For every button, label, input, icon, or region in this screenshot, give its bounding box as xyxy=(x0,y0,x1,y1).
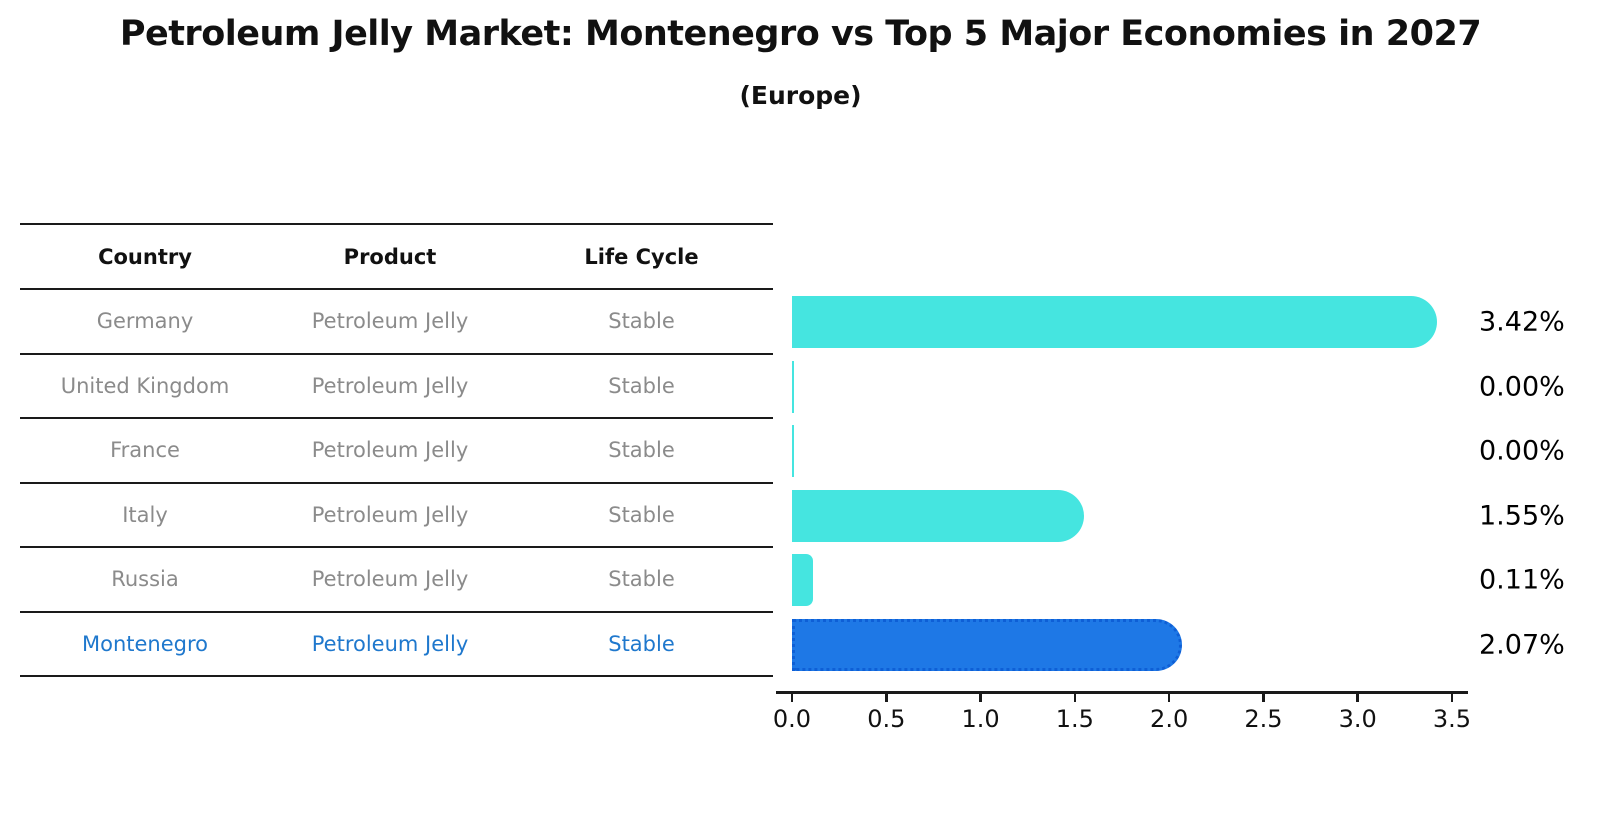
bar-france xyxy=(792,425,794,478)
value-label-united-kingdom: 0.00% xyxy=(1479,371,1565,403)
country-cell: Germany xyxy=(96,309,194,334)
x-axis-tick xyxy=(1450,693,1454,702)
product-cell: Petroleum Jelly xyxy=(311,502,469,527)
x-axis-tick-label: 2.5 xyxy=(1244,705,1283,733)
column-header-product: Product xyxy=(343,244,437,269)
country-cell: Russia xyxy=(111,567,179,592)
table-row-montenegro: Montenegro Petroleum Jelly Stable xyxy=(20,613,773,677)
bar-russia xyxy=(792,554,813,607)
bar-italy xyxy=(792,489,1085,542)
table-row-france: France Petroleum Jelly Stable xyxy=(20,419,773,484)
x-axis-tick-label: 3.0 xyxy=(1338,705,1377,733)
column-header-country: Country xyxy=(98,244,192,269)
x-axis-tick xyxy=(790,693,794,702)
life-cycle-cell: Stable xyxy=(608,567,675,592)
x-axis-tick-label: 0.5 xyxy=(867,705,906,733)
bar-plot-area xyxy=(792,290,1492,678)
x-axis-tick-label: 3.5 xyxy=(1432,705,1472,733)
x-axis-tick xyxy=(885,693,888,702)
bar-united-kingdom xyxy=(792,360,794,413)
value-label-russia: 0.11% xyxy=(1479,564,1565,596)
country-cell: Italy xyxy=(122,502,168,527)
product-cell: Petroleum Jelly xyxy=(311,438,469,463)
value-label-france: 0.00% xyxy=(1479,435,1565,467)
product-cell: Petroleum Jelly xyxy=(311,567,469,592)
x-axis-line xyxy=(776,691,1468,694)
value-label-montenegro: 2.07% xyxy=(1479,629,1565,661)
x-axis-tick xyxy=(1073,693,1077,702)
chart-title: Petroleum Jelly Market: Montenegro vs To… xyxy=(119,14,1482,54)
table-row-germany: Germany Petroleum Jelly Stable xyxy=(20,290,773,355)
life-cycle-cell: Stable xyxy=(608,631,675,656)
table-row-italy: Italy Petroleum Jelly Stable xyxy=(20,484,773,548)
table-row-russia: Russia Petroleum Jelly Stable xyxy=(20,548,773,613)
life-cycle-cell: Stable xyxy=(608,502,675,527)
product-cell: Petroleum Jelly xyxy=(311,373,469,398)
x-axis-tick-label: 0.0 xyxy=(772,705,812,733)
x-axis-tick xyxy=(1356,693,1359,702)
country-table: Country Product Life Cycle Germany Petro… xyxy=(20,223,773,677)
country-cell: United Kingdom xyxy=(60,373,230,398)
x-axis-tick-label: 1.5 xyxy=(1055,705,1094,733)
table-header-row: Country Product Life Cycle xyxy=(20,223,773,290)
country-cell: Montenegro xyxy=(81,631,208,656)
x-axis-tick-label: 1.0 xyxy=(961,705,1000,733)
bar-germany xyxy=(792,296,1437,349)
product-cell: Petroleum Jelly xyxy=(311,309,469,334)
chart-subtitle: (Europe) xyxy=(739,81,862,110)
country-cell: France xyxy=(110,438,180,463)
life-cycle-cell: Stable xyxy=(608,373,675,398)
x-axis-tick xyxy=(979,693,982,702)
x-axis-tick xyxy=(1262,693,1265,702)
product-cell: Petroleum Jelly xyxy=(311,631,469,656)
bar-montenegro xyxy=(792,618,1183,671)
x-axis-tick xyxy=(1167,693,1171,702)
column-header-life-cycle: Life Cycle xyxy=(584,244,699,269)
x-axis-tick-label: 2.0 xyxy=(1150,705,1189,733)
life-cycle-cell: Stable xyxy=(608,438,675,463)
value-label-italy: 1.55% xyxy=(1479,500,1565,532)
value-label-germany: 3.42% xyxy=(1479,306,1565,338)
table-row-united-kingdom: United Kingdom Petroleum Jelly Stable xyxy=(20,355,773,419)
life-cycle-cell: Stable xyxy=(608,309,675,334)
